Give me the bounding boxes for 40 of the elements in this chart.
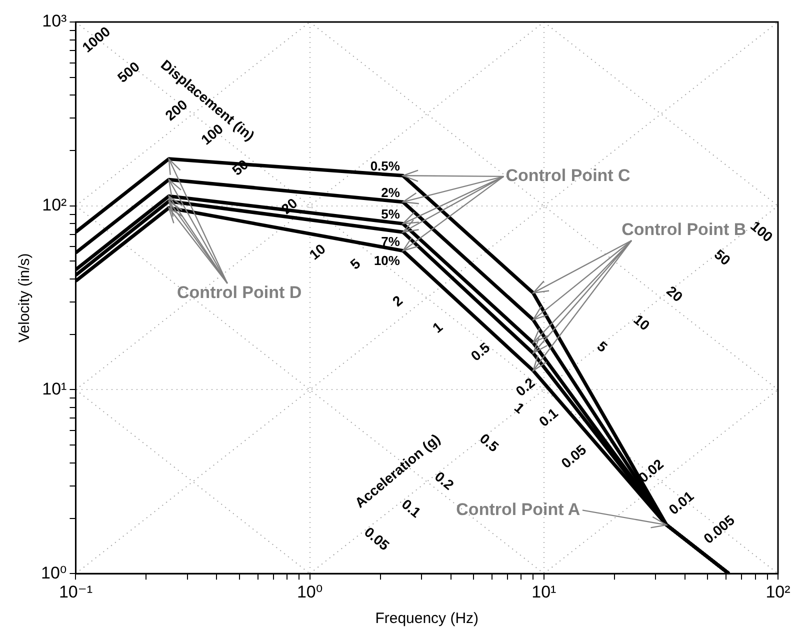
annotation: 0.05 <box>558 441 590 472</box>
annotation: 0.05 <box>361 524 393 554</box>
annotation: Control Point B <box>622 220 746 240</box>
x-tick-label: 10⁰ <box>296 582 323 602</box>
annotation: 1 <box>429 318 446 336</box>
y-tick-label: 10³ <box>42 12 68 31</box>
series-label: 10% <box>374 252 400 268</box>
annotation: 20 <box>664 282 686 305</box>
series-label: 7% <box>381 234 400 250</box>
annotation: 0.2 <box>432 468 458 494</box>
annotation: Control Point C <box>506 166 630 186</box>
annotation: 0.5 <box>476 430 502 456</box>
annotation: 0.5 <box>468 339 493 364</box>
series-label: 5% <box>381 206 400 222</box>
annotation: 10 <box>630 311 654 334</box>
annotation: 0.01 <box>665 488 697 518</box>
annotation: 100 <box>748 218 776 246</box>
annotation: Control Point D <box>177 283 302 302</box>
y-tick-label: 10¹ <box>42 379 68 398</box>
annotation: 5 <box>594 338 611 356</box>
x-axis-title: Frequency (Hz) <box>375 610 479 628</box>
series-label: 0.5% <box>370 158 400 174</box>
x-tick-label: 10⁻¹ <box>58 582 93 602</box>
annotation: 50 <box>711 246 734 268</box>
annotation: 0.1 <box>536 404 562 430</box>
annotation: 1 <box>511 399 528 417</box>
annotation: 0.02 <box>635 456 667 486</box>
annotation: Control Point A <box>456 500 580 519</box>
x-tick-label: 10¹ <box>532 582 557 602</box>
y-axis-title: Velocity (in/s) <box>16 253 34 342</box>
annotation: 10 <box>306 240 329 263</box>
annotation: 0.2 <box>512 374 538 400</box>
annotation: 2 <box>389 292 406 310</box>
annotation: 500 <box>114 58 143 86</box>
annotation: 100 <box>198 120 226 148</box>
annotation: 5 <box>347 255 364 272</box>
y-tick-label: 10⁰ <box>40 563 67 582</box>
x-tick-label: 10² <box>766 582 791 602</box>
series-label: 2% <box>381 184 400 200</box>
y-tick-label: 10² <box>42 196 68 215</box>
